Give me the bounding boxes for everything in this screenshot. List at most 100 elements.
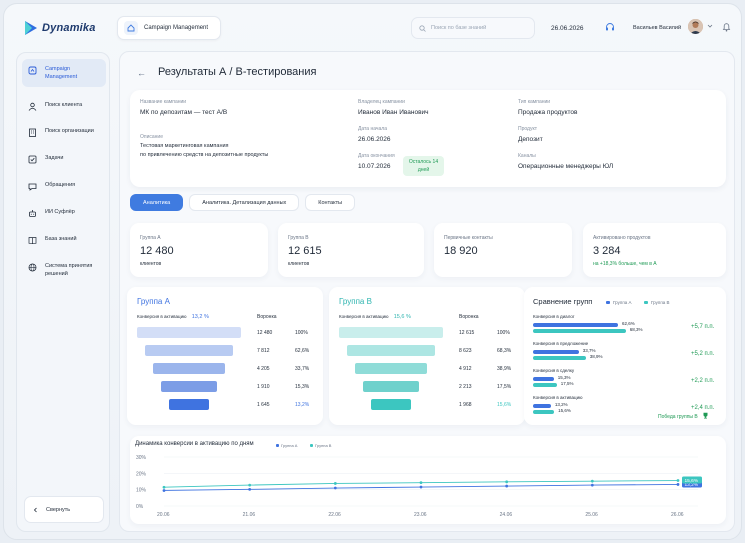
sidebar-item-requests[interactable]: Обращения (22, 175, 106, 197)
sidebar-item-knowledge-base[interactable]: База знаний (22, 229, 106, 251)
back-arrow-icon[interactable]: ← (137, 68, 146, 78)
sidebar-item-campaign-management[interactable]: Campaign Management (22, 59, 106, 87)
channels-label: Каналы (518, 153, 536, 159)
kpi-label: Группа В (288, 235, 309, 241)
campaign-name-label: Название кампании (140, 99, 187, 105)
data-point (333, 482, 337, 485)
funnel-row: 1 968 15,6% (329, 399, 525, 412)
funnel-conversion: Конверсия в активацию 15,6 % (339, 314, 411, 320)
funnel-row: 7 812 62,6% (127, 345, 323, 358)
collapse-button[interactable]: Свернуть (24, 496, 104, 523)
headset-icon[interactable] (605, 22, 615, 32)
end-label-badge (682, 476, 702, 484)
user-name[interactable]: Васильев Василий (633, 25, 682, 31)
comparison-bar-a (533, 404, 551, 408)
description-line-1: Тестовая маркетинговая кампания (140, 143, 229, 149)
funnel-bar (339, 327, 443, 338)
kpi-card-activated: Активировано продуктов 3 284 на +18,3% б… (583, 223, 726, 277)
kpi-sub: клиентов (288, 261, 310, 267)
funnel-percent: 33,7% (295, 366, 310, 372)
remaining-line-1: Осталось 14 (408, 159, 439, 165)
data-point (505, 484, 509, 488)
y-tick-label: 30% (136, 455, 147, 461)
main-panel: ← Результаты А / В-тестирования Название… (119, 51, 735, 532)
conversion-value: 13,2 % (191, 314, 209, 320)
legend-item-group-b: Группа В (644, 300, 670, 305)
sidebar-item-label: Поиск клиента (45, 102, 83, 108)
current-date: 26.06.2026 (551, 25, 584, 32)
robot-icon (29, 210, 36, 217)
globe-icon (28, 263, 37, 272)
winner-label: Победа группы В (658, 412, 709, 420)
end-date: 10.07.2026 (358, 163, 391, 170)
sidebar-item-decision-system[interactable]: Система принятия решений (22, 256, 106, 284)
funnel-row: 12 615 100% (329, 327, 525, 340)
comparison-value-a: 33,7% (582, 348, 596, 353)
comparison-value-b: 38,9% (589, 354, 603, 359)
type-label: Тип кампании (518, 99, 551, 105)
data-point (248, 487, 252, 491)
owner-label: Владелец кампании (358, 99, 405, 105)
tab-analytics[interactable]: Аналитика (130, 194, 184, 211)
funnel-count: 12 615 (459, 330, 475, 336)
funnel-count: 12 480 (257, 330, 273, 336)
avatar[interactable] (688, 19, 703, 34)
funnel-bar (371, 399, 411, 410)
comparison-title: Сравнение групп (533, 297, 593, 306)
legend-item-group-a: Группа А (276, 443, 297, 448)
comparison-bar-b (533, 410, 555, 414)
funnel-row: 2 213 17,5% (329, 381, 525, 394)
sidebar-item-tasks[interactable]: Задачи (22, 148, 106, 170)
search-input[interactable]: Поиск по базе знаний (411, 17, 535, 39)
sidebar-item-ai-prompter[interactable]: ИИ Суфлёр (22, 202, 106, 224)
funnel-card-group-a: Группа А Конверсия в активацию 13,2 % Во… (127, 287, 323, 425)
comparison-delta: +5,2 п.п. (691, 351, 715, 357)
funnel-percent: 100% (295, 330, 308, 336)
funnel-count: 7 812 (257, 348, 270, 354)
chevron-down-icon[interactable] (707, 23, 713, 29)
bell-icon[interactable] (722, 22, 731, 32)
start-date: 26.06.2026 (358, 136, 391, 143)
remaining-days-badge: Осталось 14 дней (403, 156, 444, 176)
comparison-value-a: 62,6% (621, 321, 635, 326)
description-label: Описание (140, 134, 164, 140)
breadcrumb-label: Campaign Management (144, 25, 209, 31)
logo[interactable]: Dynamika (24, 20, 96, 36)
conversion-label: Конверсия в активацию (339, 314, 389, 319)
funnel-count: 4 205 (257, 366, 270, 372)
type-value: Продажа продуктов (518, 109, 578, 116)
kpi-growth: на +18,3% больше, чем в А (593, 261, 657, 267)
comparison-bar-b (533, 383, 557, 387)
comparison-bar-b (533, 329, 626, 333)
end-label: 15,6% (685, 478, 699, 484)
x-tick-label: 26.06 (671, 512, 684, 518)
end-date-label: Дата окончания (358, 153, 395, 159)
home-icon[interactable] (124, 21, 138, 35)
tab-contacts[interactable]: Контакты (305, 194, 356, 211)
conversion-value: 15,6 % (393, 314, 411, 320)
data-point (590, 483, 594, 487)
funnel-count: 1 645 (257, 402, 270, 408)
funnel-title: Группа В (339, 297, 372, 306)
funnel-row: 4 912 38,9% (329, 363, 525, 376)
x-tick-label: 20.06 (157, 512, 170, 518)
sidebar-item-org-search[interactable]: Поиск организации (22, 121, 106, 143)
breadcrumb[interactable]: Campaign Management (117, 16, 221, 40)
description-line-2: по привлечению средств на депозитные про… (140, 152, 269, 158)
sidebar-item-client-search[interactable]: Поиск клиента (22, 95, 106, 117)
funnel-bar (161, 381, 217, 392)
conversion-label: Конверсия в активацию (137, 314, 187, 319)
group-comparison-card: Сравнение групп Группа А Группа В Победа… (524, 287, 726, 425)
comparison-label: Конверсия в сделку (533, 368, 575, 373)
funnel-percent: 68,3% (497, 348, 512, 354)
x-tick-label: 24.06 (500, 512, 513, 518)
search-placeholder: Поиск по базе знаний (431, 25, 487, 31)
funnel-row: 8 623 68,3% (329, 345, 525, 358)
data-point (676, 483, 680, 486)
funnel-header: Воронка (257, 314, 277, 320)
tab-analytics-details[interactable]: Аналитика. Детализация данных (189, 194, 300, 211)
funnel-bar (363, 381, 419, 392)
sidebar-item-label: Поиск организации (45, 128, 94, 134)
x-tick-label: 22.06 (328, 512, 341, 518)
comparison-bar-b (533, 356, 586, 360)
